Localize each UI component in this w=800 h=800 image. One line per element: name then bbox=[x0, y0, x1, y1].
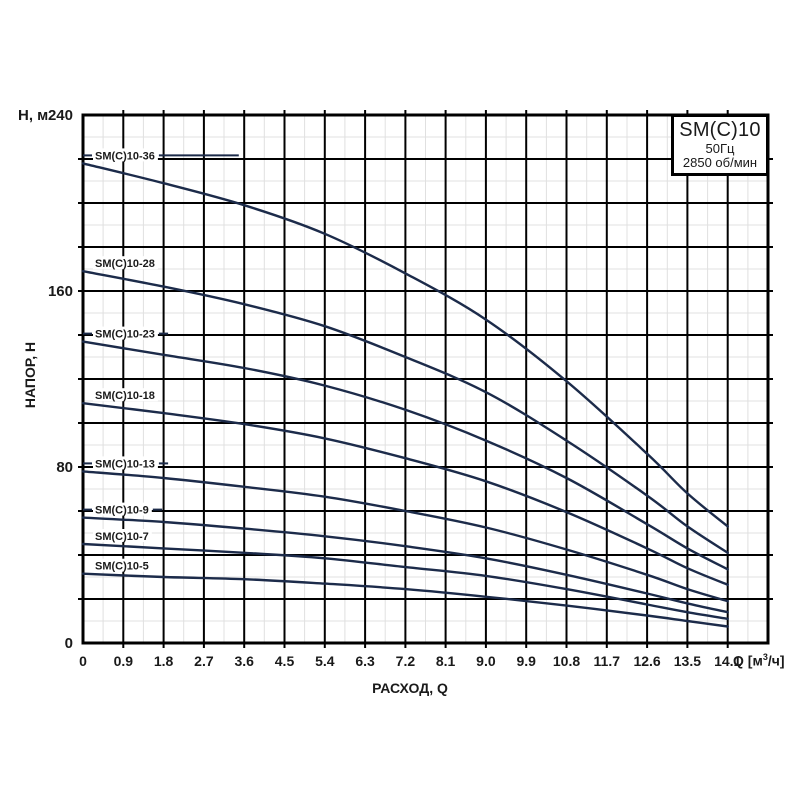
y-tick-label: 160 bbox=[48, 283, 73, 300]
x-tick-label: 4.5 bbox=[275, 653, 295, 669]
x-tick-label: 13.5 bbox=[674, 653, 701, 669]
y-tick-label: 80 bbox=[56, 459, 73, 476]
x-axis-unit-prefix: Q [м bbox=[733, 652, 763, 669]
x-tick-label: 7.2 bbox=[396, 653, 416, 669]
y-tick-label: 240 bbox=[48, 107, 73, 124]
curve-label-bg bbox=[93, 148, 158, 162]
curve-sm-c-10-23 bbox=[81, 340, 729, 571]
curve-sm-c-10-7 bbox=[81, 542, 729, 620]
curve-sm-c-10-18 bbox=[81, 402, 729, 586]
x-axis-unit-superscript: 3 bbox=[762, 652, 768, 662]
curve-label-sm-c-10-5: SM(C)10-5 bbox=[95, 561, 149, 573]
x-tick-label: 0 bbox=[79, 653, 87, 669]
plot-border bbox=[81, 113, 770, 645]
curve-label-bg bbox=[93, 456, 158, 470]
curve-label-sm-c-10-23: SM(C)10-23 bbox=[95, 329, 155, 341]
pump-speed: 2850 об/мин bbox=[682, 155, 758, 171]
x-tick-label: 1.8 bbox=[154, 653, 174, 669]
curve-label-sm-c-10-18: SM(C)10-18 bbox=[95, 390, 155, 402]
curve-label-sm-c-10-28: SM(C)10-28 bbox=[95, 258, 155, 270]
pump-frequency: 50Гц bbox=[705, 140, 735, 156]
x-tick-label: 9.0 bbox=[476, 653, 496, 669]
x-tick-label: 8.1 bbox=[436, 653, 456, 669]
x-axis-unit: Q [м3/ч] bbox=[733, 652, 785, 669]
curve-sm-c-10-5 bbox=[81, 572, 729, 628]
x-tick-label: 2.7 bbox=[194, 653, 214, 669]
x-tick-label: 12.6 bbox=[633, 653, 660, 669]
x-axis-unit-suffix: /ч] bbox=[767, 652, 785, 669]
pump-model-name: SM(C)10 bbox=[679, 119, 761, 142]
curve-label-bg bbox=[93, 256, 158, 270]
y-tick-label: 0 bbox=[65, 635, 73, 652]
x-tick-label: 11.7 bbox=[594, 653, 621, 669]
x-axis-title: РАСХОД, Q bbox=[372, 680, 448, 696]
curve-sm-c-10-9 bbox=[81, 516, 729, 614]
curve-label-bg bbox=[93, 502, 152, 516]
curve-sm-c-10-13 bbox=[81, 470, 729, 603]
y-axis-title: НАПОР, Н bbox=[22, 341, 38, 409]
curve-label-sm-c-10-9: SM(C)10-9 bbox=[95, 505, 149, 517]
curve-label-bg bbox=[93, 388, 158, 402]
curve-label-sm-c-10-13: SM(C)10-13 bbox=[95, 458, 155, 470]
curve-label-sm-c-10-36: SM(C)10-36 bbox=[95, 150, 155, 162]
x-tick-label: 3.6 bbox=[234, 653, 254, 669]
x-tick-label: 0.9 bbox=[114, 653, 134, 669]
curve-label-bg bbox=[93, 558, 152, 572]
curve-label-bg bbox=[93, 529, 152, 542]
y-axis-unit: Н, м bbox=[18, 107, 49, 124]
x-tick-label: 6.3 bbox=[355, 653, 375, 669]
curve-label-sm-c-10-7: SM(C)10-7 bbox=[95, 531, 149, 543]
curve-sm-c-10-28 bbox=[81, 270, 729, 554]
x-tick-label: 14.1 bbox=[714, 653, 741, 669]
curve-label-bg bbox=[93, 326, 158, 340]
x-tick-label: 10.8 bbox=[553, 653, 580, 669]
curve-sm-c-10-36 bbox=[81, 162, 729, 528]
pump-model-box: SM(C)10 50Гц 2850 об/мин bbox=[671, 114, 769, 176]
x-tick-label: 9.9 bbox=[516, 653, 536, 669]
x-tick-label: 5.4 bbox=[315, 653, 335, 669]
